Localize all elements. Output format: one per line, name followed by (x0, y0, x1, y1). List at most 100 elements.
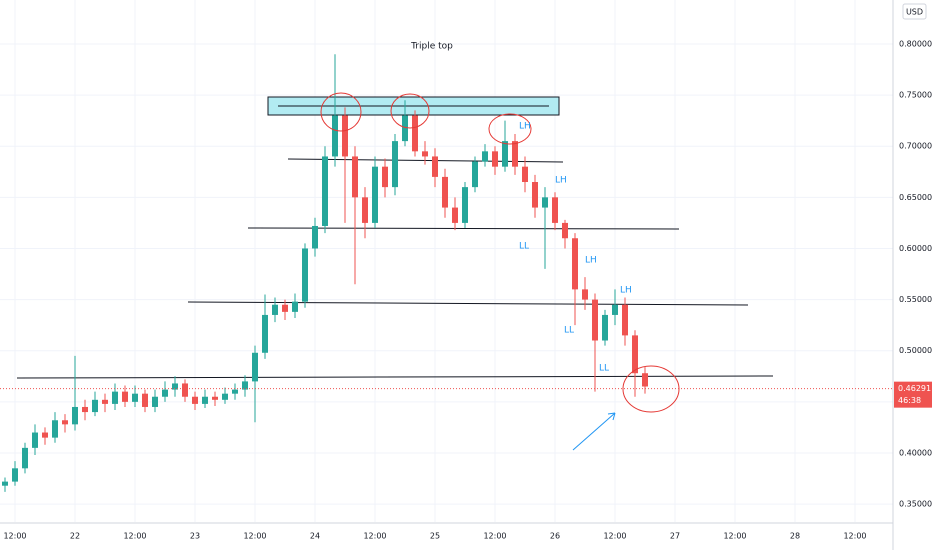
highlight-ellipse (390, 93, 430, 129)
trend-line (16, 375, 774, 379)
candle-body (2, 481, 8, 486)
y-tick-label: 0.50000 (899, 346, 932, 355)
candle-body (462, 187, 468, 223)
x-tick-label: 25 (430, 532, 440, 541)
x-tick-label: 12:00 (243, 532, 266, 541)
candle-body (612, 304, 618, 315)
annotation: LH (620, 286, 632, 296)
candle-body (292, 301, 298, 312)
x-tick-label: 22 (70, 532, 80, 541)
trend-line (247, 227, 680, 230)
candle-body (172, 383, 178, 390)
candle-body (82, 406, 88, 413)
candle-body (442, 176, 448, 208)
candle-body (572, 238, 578, 290)
annotation: LH (585, 256, 597, 266)
x-tick-label: 12:00 (123, 532, 146, 541)
candle-body (272, 304, 278, 315)
chart-title: Triple top (410, 42, 453, 52)
axes: 0.350000.400000.450000.500000.550000.600… (0, 39, 932, 541)
candle-body (12, 468, 18, 482)
annotation: LL (564, 326, 574, 336)
x-tick-label: 12:00 (363, 532, 386, 541)
y-tick-label: 0.35000 (899, 500, 932, 509)
candle-body (102, 399, 108, 404)
candle-body (352, 156, 358, 198)
currency-badge[interactable] (902, 3, 927, 20)
candle-body (62, 420, 68, 425)
highlight-ellipse (320, 92, 362, 132)
x-tick-label: 12:00 (603, 532, 626, 541)
candle-body (582, 289, 588, 300)
candle-body (162, 389, 168, 397)
candle-body (362, 197, 368, 223)
arrow (572, 412, 616, 451)
candle-body (542, 197, 548, 208)
candle-body (522, 166, 528, 183)
annotation: LL (599, 364, 609, 374)
candle-body (222, 393, 228, 400)
x-tick-label: 27 (670, 532, 680, 541)
candle-body (632, 335, 638, 374)
annotation: LL (519, 242, 529, 252)
annotation: LH (519, 122, 531, 132)
x-tick-label: 12:00 (723, 532, 746, 541)
y-tick-label: 0.65000 (899, 193, 932, 202)
currency: USD (906, 8, 923, 17)
candle-body (142, 393, 148, 407)
y-tick-label: 0.60000 (899, 244, 932, 253)
candle-body (232, 389, 238, 394)
candle-body (152, 396, 158, 407)
candle-body (52, 420, 58, 438)
candle-body (112, 391, 118, 404)
candles (2, 54, 648, 492)
countdown-label: 46:38 (898, 396, 921, 405)
candle-body (182, 383, 188, 397)
candle-body (372, 166, 378, 223)
candle-body (642, 373, 648, 387)
x-tick-label: 12:00 (483, 532, 506, 541)
grid (0, 0, 893, 522)
candle-body (472, 161, 478, 188)
x-tick-label: 12:00 (843, 532, 866, 541)
candle-body (602, 314, 608, 341)
candle-body (552, 197, 558, 223)
y-tick-label: 0.70000 (899, 142, 932, 151)
candle-body (342, 115, 348, 157)
candle-body (202, 396, 208, 404)
x-tick-label: 24 (310, 532, 320, 541)
candle-body (132, 393, 138, 402)
candle-body (122, 391, 128, 402)
candle-body (622, 304, 628, 336)
candle-body (382, 166, 388, 188)
x-tick-label: 28 (790, 532, 800, 541)
candle-body (592, 299, 598, 341)
annotation: LH (555, 176, 567, 186)
highlight-ellipse (488, 113, 532, 145)
candle-body (302, 248, 308, 302)
candle-body (452, 207, 458, 223)
y-tick-label: 0.55000 (899, 295, 932, 304)
candle-body (322, 156, 328, 226)
y-tick-label: 0.80000 (899, 39, 932, 48)
candle-body (432, 156, 438, 177)
candle-body (212, 396, 218, 400)
arrow-head (607, 412, 616, 421)
candle-body (482, 151, 488, 162)
candle-body (72, 406, 78, 425)
candle-body (492, 151, 498, 167)
candle-body (22, 447, 28, 469)
trend-line (187, 301, 749, 306)
candle-body (192, 396, 198, 404)
last-price-badge (894, 381, 932, 408)
y-tick-label: 0.40000 (899, 448, 932, 457)
candle-body (242, 381, 248, 390)
candle-body (502, 141, 508, 167)
candle-body (422, 151, 428, 157)
x-tick-label: 26 (550, 532, 560, 541)
candle-body (392, 141, 398, 188)
candle-body (562, 222, 568, 239)
candle-body (252, 352, 258, 382)
last-price-label: 0.46291 (898, 384, 931, 393)
